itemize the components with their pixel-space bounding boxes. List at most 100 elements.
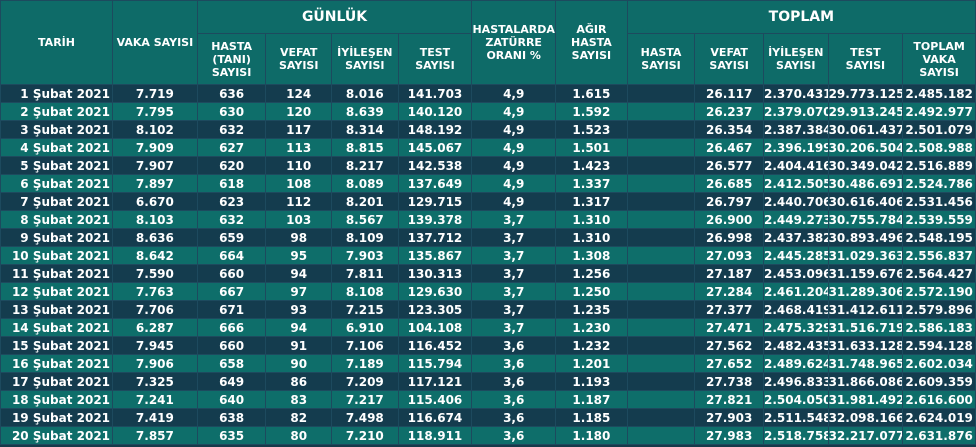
cell-test: 115.406 bbox=[397, 390, 473, 409]
cell-toplam-vaka: 2.631.876 bbox=[902, 426, 976, 445]
cell-toplam-iyilesen: 2.461.204 bbox=[762, 282, 829, 301]
cell-toplam-hasta bbox=[626, 426, 696, 445]
cell-toplam-test: 30.349.042 bbox=[827, 156, 904, 175]
cell-date: 14 Şubat 2021 bbox=[0, 318, 114, 337]
cell-toplam-iyilesen: 2.453.096 bbox=[762, 264, 829, 283]
cell-toplam-test: 31.029.363 bbox=[827, 246, 904, 265]
cell-toplam-vaka: 2.624.019 bbox=[902, 408, 976, 427]
cell-iyilesen: 7.903 bbox=[331, 246, 399, 265]
cell-test: 137.712 bbox=[397, 228, 473, 247]
cell-toplam-iyilesen: 2.518.758 bbox=[762, 426, 829, 445]
cell-vaka: 7.909 bbox=[112, 138, 198, 157]
table-row: 1 Şubat 2021 7.719 636 124 8.016 141.703 4,9 1.… bbox=[0, 84, 976, 103]
cell-toplam-vaka: 2.539.559 bbox=[902, 210, 976, 229]
cell-hasta: 627 bbox=[196, 138, 267, 157]
cell-iyilesen: 8.201 bbox=[331, 192, 399, 211]
cell-toplam-vefat: 27.738 bbox=[694, 372, 764, 391]
header-toplam-iyilesen: İYİLEŞEN SAYISI bbox=[762, 33, 829, 85]
cell-test: 116.674 bbox=[397, 408, 473, 427]
cell-toplam-vefat: 27.093 bbox=[694, 246, 764, 265]
cell-hasta: 667 bbox=[196, 282, 267, 301]
cell-hasta: 632 bbox=[196, 210, 267, 229]
cell-iyilesen: 7.210 bbox=[331, 426, 399, 445]
table-row: 2 Şubat 2021 7.795 630 120 8.639 140.120 4,9 1.… bbox=[0, 102, 976, 121]
cell-date: 13 Şubat 2021 bbox=[0, 300, 114, 319]
cell-toplam-hasta bbox=[626, 354, 696, 373]
cell-toplam-vaka: 2.579.896 bbox=[902, 300, 976, 319]
table-header: TARİH VAKA SAYISI GÜNLÜK HASTALARDA ZATÜ… bbox=[0, 0, 976, 85]
table-row: 8 Şubat 2021 8.103 632 103 8.567 139.378 3,7 1.… bbox=[0, 210, 976, 229]
cell-test: 130.313 bbox=[397, 264, 473, 283]
table-row: 15 Şubat 2021 7.945 660 91 7.106 116.452 3,6 1.… bbox=[0, 336, 976, 355]
cell-toplam-test: 30.616.406 bbox=[827, 192, 904, 211]
cell-toplam-iyilesen: 2.370.431 bbox=[762, 84, 829, 103]
table-row: 4 Şubat 2021 7.909 627 113 8.815 145.067 4,9 1.… bbox=[0, 138, 976, 157]
cell-iyilesen: 8.217 bbox=[331, 156, 399, 175]
table-row: 10 Şubat 2021 8.642 664 95 7.903 135.867 3,7 1.… bbox=[0, 246, 976, 265]
cell-agir-hasta: 1.423 bbox=[555, 156, 628, 175]
cell-vaka: 7.419 bbox=[112, 408, 198, 427]
cell-zaturre: 4,9 bbox=[471, 156, 557, 175]
cell-toplam-hasta bbox=[626, 228, 696, 247]
cell-toplam-vaka: 2.602.034 bbox=[902, 354, 976, 373]
cell-test: 115.794 bbox=[397, 354, 473, 373]
table-row: 13 Şubat 2021 7.706 671 93 7.215 123.305 3,7 1.… bbox=[0, 300, 976, 319]
cell-iyilesen: 8.016 bbox=[331, 84, 399, 103]
cell-vaka: 8.636 bbox=[112, 228, 198, 247]
cell-toplam-hasta bbox=[626, 210, 696, 229]
cell-date: 6 Şubat 2021 bbox=[0, 174, 114, 193]
cell-toplam-vefat: 27.377 bbox=[694, 300, 764, 319]
cell-toplam-hasta bbox=[626, 336, 696, 355]
header-iyilesen: İYİLEŞEN SAYISI bbox=[331, 33, 399, 85]
table-row: 7 Şubat 2021 6.670 623 112 8.201 129.715 4,9 1.… bbox=[0, 192, 976, 211]
cell-toplam-iyilesen: 2.387.384 bbox=[762, 120, 829, 139]
cell-toplam-test: 30.206.504 bbox=[827, 138, 904, 157]
cell-zaturre: 4,9 bbox=[471, 138, 557, 157]
header-toplam-test: TEST SAYISI bbox=[827, 33, 904, 85]
cell-toplam-vaka: 2.556.837 bbox=[902, 246, 976, 265]
cell-zaturre: 3,7 bbox=[471, 210, 557, 229]
table-row: 11 Şubat 2021 7.590 660 94 7.811 130.313 3,7 1.… bbox=[0, 264, 976, 283]
cell-hasta: 638 bbox=[196, 408, 267, 427]
cell-toplam-vaka: 2.524.786 bbox=[902, 174, 976, 193]
cell-vefat: 93 bbox=[265, 300, 332, 319]
header-zaturre-orani: HASTALARDA ZATÜRRE ORANI % bbox=[471, 0, 557, 85]
header-vefat: VEFAT SAYISI bbox=[265, 33, 332, 85]
cell-hasta: 664 bbox=[196, 246, 267, 265]
cell-vaka: 7.719 bbox=[112, 84, 198, 103]
header-vaka-sayisi: VAKA SAYISI bbox=[112, 0, 198, 85]
cell-hasta: 632 bbox=[196, 120, 267, 139]
cell-vaka: 7.906 bbox=[112, 354, 198, 373]
cell-toplam-vefat: 26.577 bbox=[694, 156, 764, 175]
cell-toplam-hasta bbox=[626, 156, 696, 175]
cell-vefat: 94 bbox=[265, 264, 332, 283]
cell-vaka: 8.103 bbox=[112, 210, 198, 229]
cell-iyilesen: 8.567 bbox=[331, 210, 399, 229]
cell-toplam-vaka: 2.548.195 bbox=[902, 228, 976, 247]
cell-date: 18 Şubat 2021 bbox=[0, 390, 114, 409]
cell-date: 9 Şubat 2021 bbox=[0, 228, 114, 247]
cell-toplam-vefat: 27.471 bbox=[694, 318, 764, 337]
cell-toplam-hasta bbox=[626, 372, 696, 391]
cell-toplam-hasta bbox=[626, 120, 696, 139]
cell-vefat: 83 bbox=[265, 390, 332, 409]
cell-toplam-test: 29.773.125 bbox=[827, 84, 904, 103]
cell-vaka: 8.102 bbox=[112, 120, 198, 139]
cell-toplam-vaka: 2.586.183 bbox=[902, 318, 976, 337]
cell-agir-hasta: 1.235 bbox=[555, 300, 628, 319]
cell-date: 7 Şubat 2021 bbox=[0, 192, 114, 211]
cell-vefat: 91 bbox=[265, 336, 332, 355]
cell-zaturre: 4,9 bbox=[471, 192, 557, 211]
cell-toplam-vefat: 27.983 bbox=[694, 426, 764, 445]
cell-date: 11 Şubat 2021 bbox=[0, 264, 114, 283]
table-row: 16 Şubat 2021 7.906 658 90 7.189 115.794 3,6 1.… bbox=[0, 354, 976, 373]
table-row: 9 Şubat 2021 8.636 659 98 8.109 137.712 3,7 1.3… bbox=[0, 228, 976, 247]
cell-date: 8 Şubat 2021 bbox=[0, 210, 114, 229]
cell-hasta: 640 bbox=[196, 390, 267, 409]
cell-toplam-vaka: 2.594.128 bbox=[902, 336, 976, 355]
cell-vefat: 110 bbox=[265, 156, 332, 175]
cell-hasta: 620 bbox=[196, 156, 267, 175]
cell-toplam-hasta bbox=[626, 138, 696, 157]
cell-zaturre: 4,9 bbox=[471, 174, 557, 193]
cell-date: 5 Şubat 2021 bbox=[0, 156, 114, 175]
